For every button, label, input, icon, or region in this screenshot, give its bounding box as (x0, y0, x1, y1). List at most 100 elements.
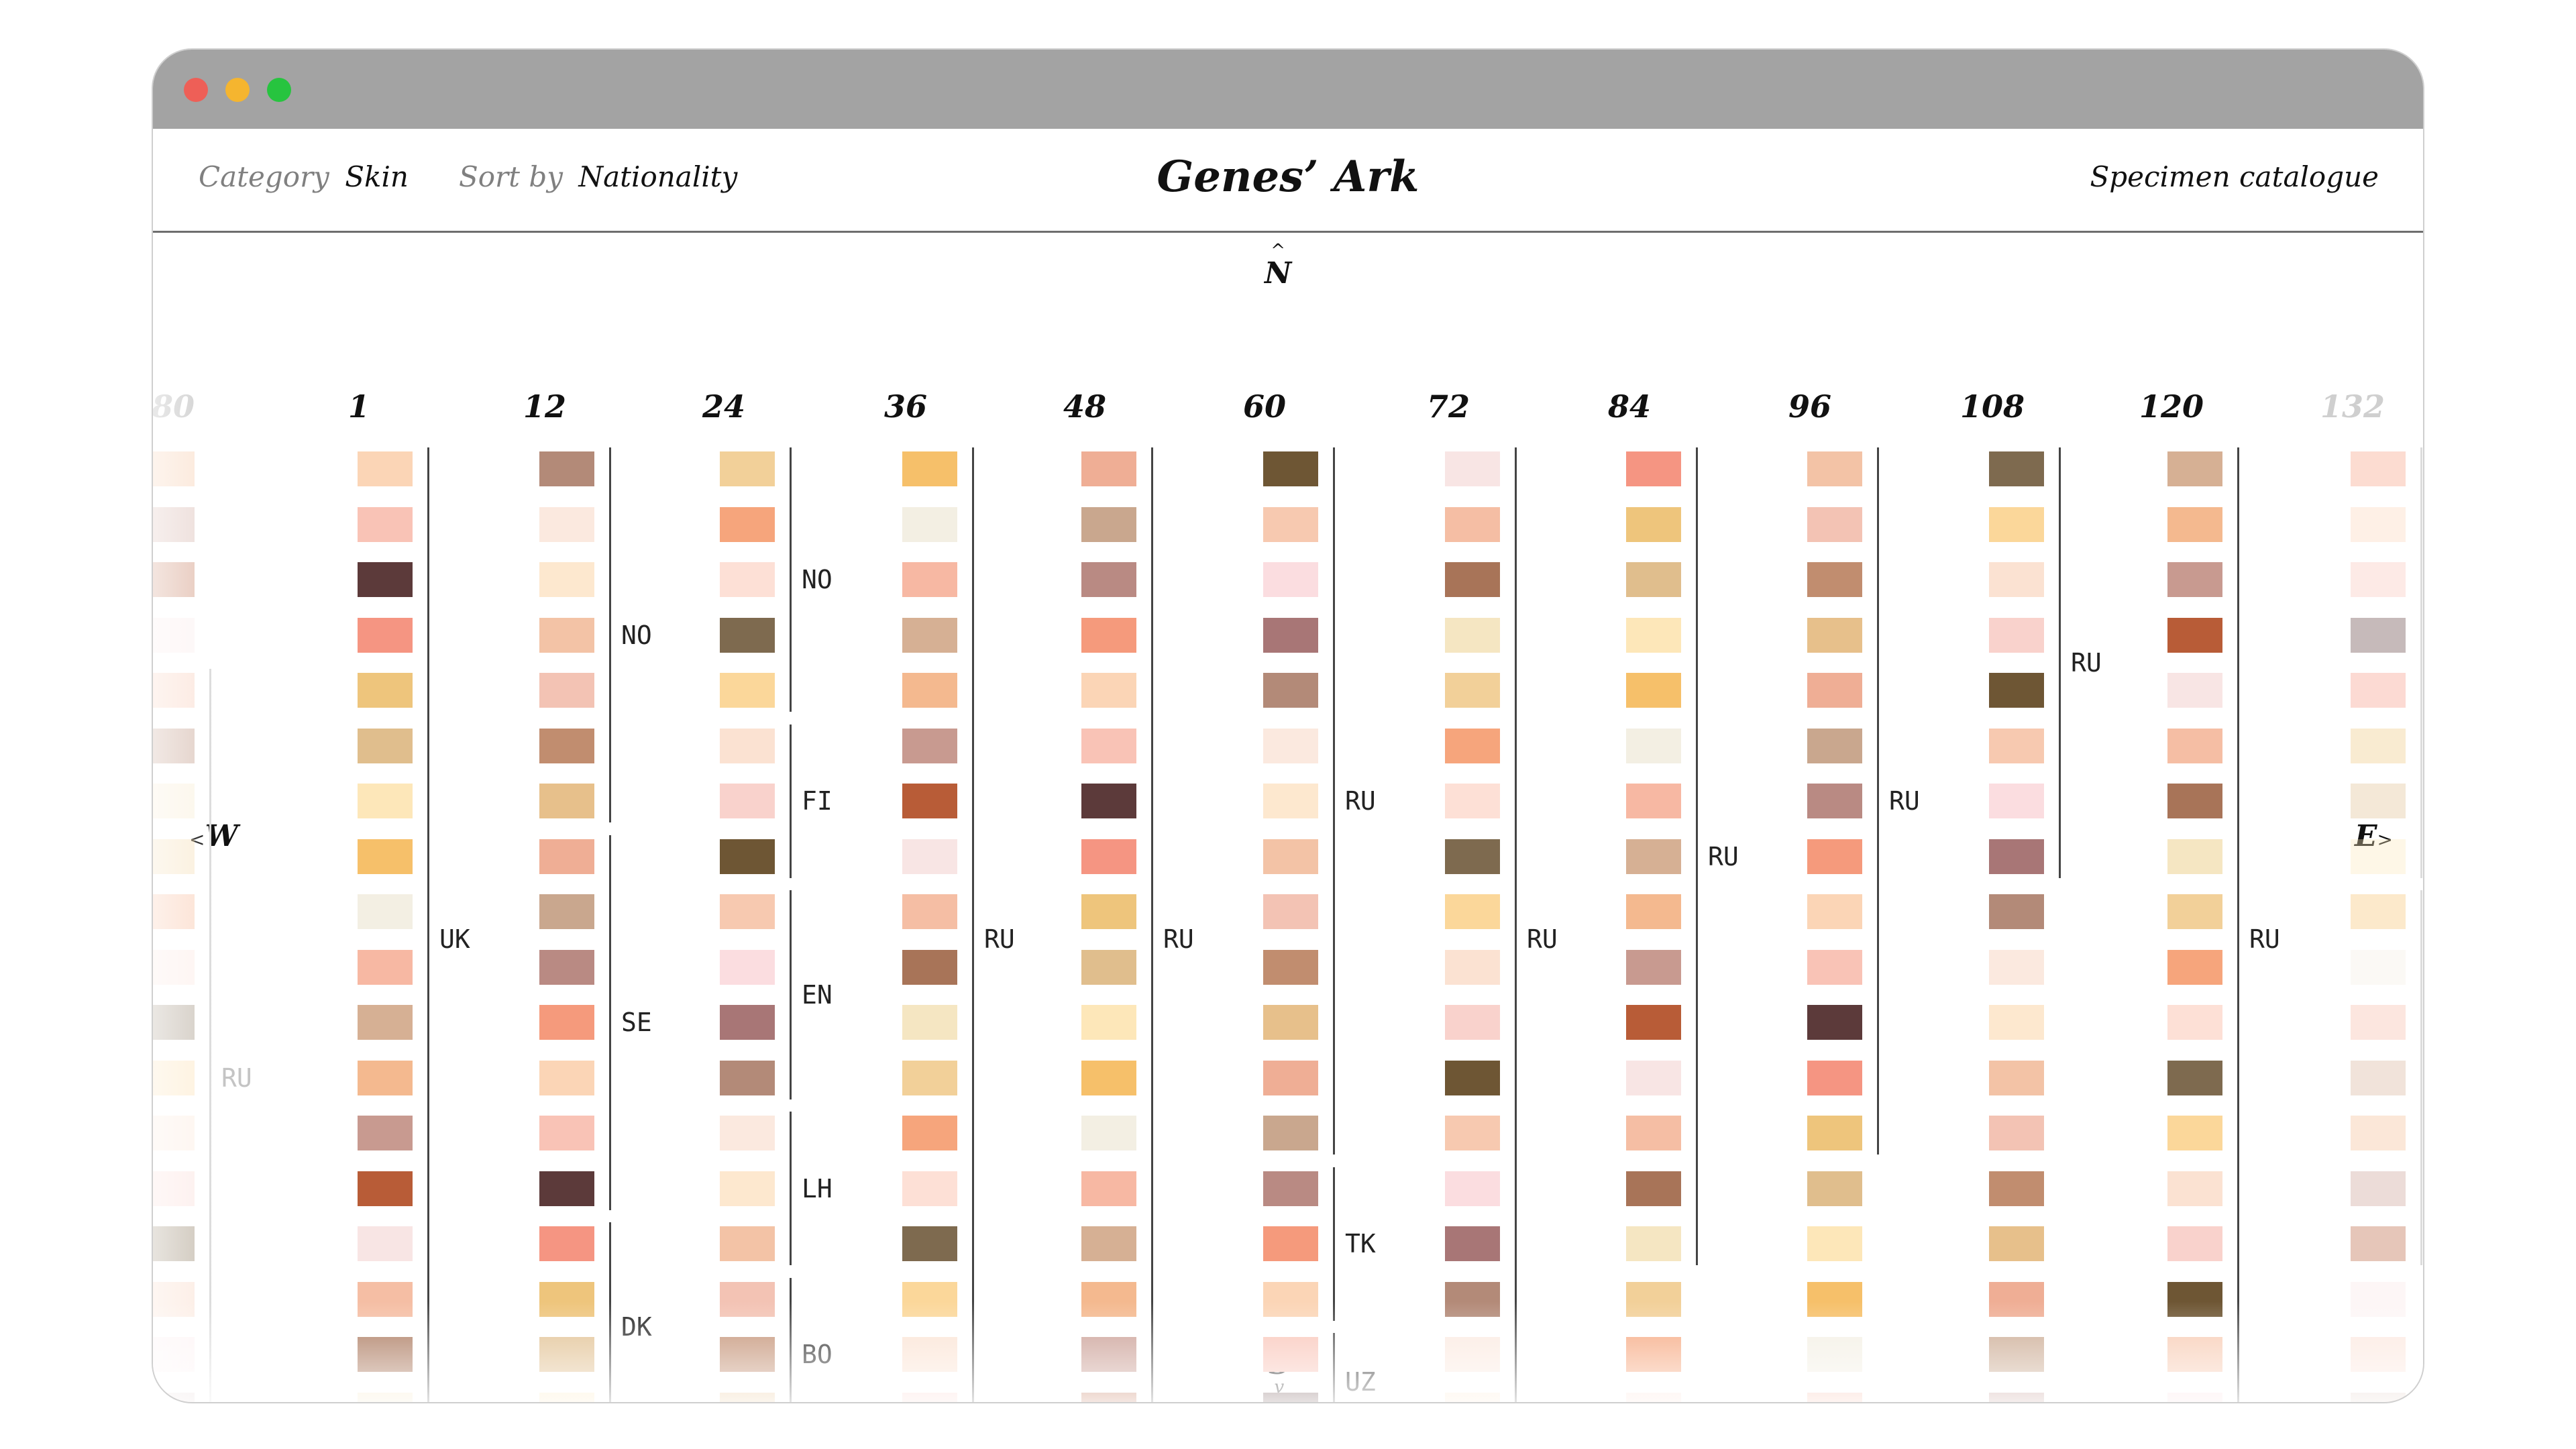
skin-specimen-swatch[interactable] (1081, 673, 1136, 708)
skin-specimen-swatch[interactable] (720, 839, 775, 874)
skin-specimen-swatch[interactable] (2167, 1226, 2222, 1261)
skin-specimen-swatch[interactable] (902, 949, 957, 985)
skin-specimen-swatch[interactable] (2351, 451, 2406, 486)
skin-specimen-swatch[interactable] (1445, 949, 1500, 985)
skin-specimen-swatch[interactable] (1626, 562, 1681, 597)
skin-specimen-swatch[interactable] (153, 1392, 195, 1402)
skin-specimen-swatch[interactable] (720, 1392, 775, 1402)
skin-specimen-swatch[interactable] (2351, 1392, 2406, 1402)
skin-specimen-swatch[interactable] (358, 1337, 413, 1372)
skin-specimen-swatch[interactable] (1989, 1281, 2044, 1317)
skin-specimen-swatch[interactable] (1263, 1337, 1318, 1372)
skin-specimen-swatch[interactable] (1807, 1337, 1862, 1372)
skin-specimen-swatch[interactable] (720, 1005, 775, 1040)
skin-specimen-swatch[interactable] (1807, 728, 1862, 763)
nationality-label[interactable]: NO (621, 620, 652, 650)
skin-specimen-swatch[interactable] (358, 506, 413, 542)
nationality-label[interactable]: FI (802, 786, 833, 816)
skin-specimen-swatch[interactable] (153, 506, 195, 542)
skin-specimen-swatch[interactable] (720, 506, 775, 542)
skin-specimen-swatch[interactable] (1807, 1005, 1862, 1040)
skin-specimen-swatch[interactable] (1807, 617, 1862, 653)
nationality-label[interactable]: DK (621, 1311, 652, 1342)
skin-specimen-swatch[interactable] (358, 949, 413, 985)
skin-specimen-swatch[interactable] (1445, 1226, 1500, 1261)
skin-specimen-swatch[interactable] (1081, 1005, 1136, 1040)
close-window-button[interactable] (184, 78, 208, 102)
skin-specimen-swatch[interactable] (2167, 617, 2222, 653)
skin-specimen-swatch[interactable] (720, 1337, 775, 1372)
skin-specimen-swatch[interactable] (2351, 506, 2406, 542)
skin-specimen-swatch[interactable] (902, 1337, 957, 1372)
skin-specimen-swatch[interactable] (1081, 1337, 1136, 1372)
skin-specimen-swatch[interactable] (358, 451, 413, 486)
skin-specimen-swatch[interactable] (2167, 839, 2222, 874)
skin-specimen-swatch[interactable] (1263, 1005, 1318, 1040)
nationality-label[interactable]: SE (621, 1008, 652, 1037)
skin-specimen-swatch[interactable] (1989, 728, 2044, 763)
skin-specimen-swatch[interactable] (1081, 1392, 1136, 1402)
skin-specimen-swatch[interactable] (1081, 949, 1136, 985)
skin-specimen-swatch[interactable] (902, 617, 957, 653)
nationality-label[interactable]: RU (1345, 786, 1376, 816)
skin-specimen-swatch[interactable] (720, 949, 775, 985)
skin-specimen-swatch[interactable] (2167, 1337, 2222, 1372)
skin-specimen-swatch[interactable] (902, 451, 957, 486)
skin-specimen-swatch[interactable] (153, 894, 195, 929)
skin-specimen-swatch[interactable] (358, 1005, 413, 1040)
nationality-label[interactable]: BO (802, 1340, 833, 1369)
skin-specimen-swatch[interactable] (1807, 562, 1862, 597)
skin-specimen-swatch[interactable] (153, 1337, 195, 1372)
skin-specimen-swatch[interactable] (1263, 1116, 1318, 1150)
skin-specimen-swatch[interactable] (1989, 617, 2044, 653)
skin-specimen-swatch[interactable] (1263, 617, 1318, 653)
skin-specimen-swatch[interactable] (1626, 784, 1681, 818)
skin-specimen-swatch[interactable] (1807, 1171, 1862, 1206)
skin-specimen-swatch[interactable] (2167, 506, 2222, 542)
skin-specimen-swatch[interactable] (1445, 1005, 1500, 1040)
skin-specimen-swatch[interactable] (1263, 1226, 1318, 1261)
skin-specimen-swatch[interactable] (1989, 839, 2044, 874)
skin-specimen-swatch[interactable] (1263, 949, 1318, 985)
skin-specimen-swatch[interactable] (720, 1171, 775, 1206)
skin-specimen-swatch[interactable] (2167, 562, 2222, 597)
skin-specimen-swatch[interactable] (1081, 506, 1136, 542)
skin-specimen-swatch[interactable] (539, 562, 594, 597)
skin-specimen-swatch[interactable] (153, 1281, 195, 1317)
skin-specimen-swatch[interactable] (1989, 784, 2044, 818)
skin-specimen-swatch[interactable] (1081, 1116, 1136, 1150)
skin-specimen-swatch[interactable] (720, 1116, 775, 1150)
skin-specimen-swatch[interactable] (1626, 506, 1681, 542)
skin-specimen-swatch[interactable] (153, 1060, 195, 1095)
skin-specimen-swatch[interactable] (1626, 1005, 1681, 1040)
nationality-label[interactable]: RU (221, 1063, 252, 1093)
skin-specimen-swatch[interactable] (358, 1226, 413, 1261)
skin-specimen-swatch[interactable] (1807, 1060, 1862, 1095)
skin-specimen-swatch[interactable] (1081, 839, 1136, 874)
skin-specimen-swatch[interactable] (1989, 562, 2044, 597)
skin-specimen-swatch[interactable] (902, 839, 957, 874)
skin-specimen-swatch[interactable] (1807, 784, 1862, 818)
skin-specimen-swatch[interactable] (2351, 562, 2406, 597)
skin-specimen-swatch[interactable] (2167, 1060, 2222, 1095)
skin-specimen-swatch[interactable] (1081, 894, 1136, 929)
skin-specimen-swatch[interactable] (358, 1171, 413, 1206)
skin-specimen-swatch[interactable] (1807, 451, 1862, 486)
skin-specimen-swatch[interactable] (539, 451, 594, 486)
skin-specimen-swatch[interactable] (1807, 839, 1862, 874)
nationality-label[interactable]: UK (439, 924, 470, 955)
skin-specimen-swatch[interactable] (1807, 894, 1862, 929)
skin-specimen-swatch[interactable] (1626, 894, 1681, 929)
skin-specimen-swatch[interactable] (2351, 673, 2406, 708)
skin-specimen-swatch[interactable] (1989, 1226, 2044, 1261)
skin-specimen-swatch[interactable] (2351, 1171, 2406, 1206)
skin-specimen-swatch[interactable] (2351, 728, 2406, 763)
skin-specimen-swatch[interactable] (539, 1171, 594, 1206)
skin-specimen-swatch[interactable] (902, 1116, 957, 1150)
skin-specimen-swatch[interactable] (720, 728, 775, 763)
skin-specimen-swatch[interactable] (1989, 1116, 2044, 1150)
skin-specimen-swatch[interactable] (720, 1226, 775, 1261)
skin-specimen-swatch[interactable] (720, 894, 775, 929)
skin-specimen-swatch[interactable] (1626, 839, 1681, 874)
compass-north[interactable]: ^ N (1265, 242, 1291, 290)
